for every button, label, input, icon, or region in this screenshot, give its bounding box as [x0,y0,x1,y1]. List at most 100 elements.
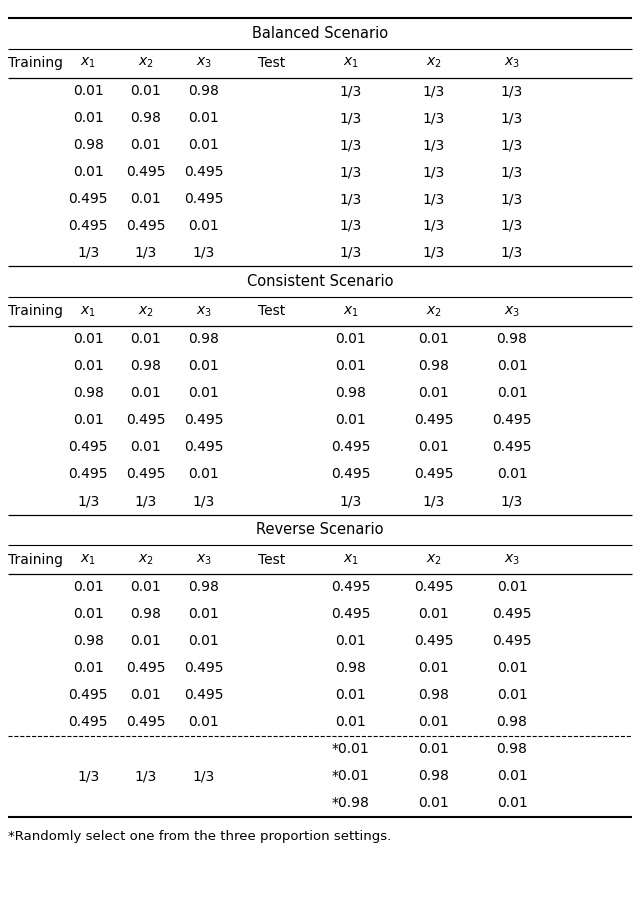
Text: 0.495: 0.495 [184,441,223,454]
Text: 0.495: 0.495 [184,688,223,702]
Text: Test: Test [259,553,285,567]
Text: $x_3$: $x_3$ [504,56,520,70]
Text: 0.98: 0.98 [419,359,449,373]
Text: 0.01: 0.01 [419,716,449,729]
Text: $x_3$: $x_3$ [504,552,520,567]
Text: 0.495: 0.495 [68,467,108,481]
Text: 0.01: 0.01 [335,634,366,648]
Text: 0.98: 0.98 [497,742,527,756]
Text: 0.01: 0.01 [73,662,104,675]
Text: 1/3: 1/3 [423,219,445,233]
Text: 0.01: 0.01 [497,359,527,373]
Text: 0.01: 0.01 [73,359,104,373]
Text: 0.98: 0.98 [73,634,104,648]
Text: 0.495: 0.495 [331,580,371,594]
Text: 0.01: 0.01 [497,467,527,481]
Text: 1/3: 1/3 [135,246,157,260]
Text: 0.98: 0.98 [188,84,219,98]
Text: 1/3: 1/3 [340,192,362,206]
Text: 0.98: 0.98 [419,770,449,783]
Text: 1/3: 1/3 [77,770,99,783]
Text: 1/3: 1/3 [423,246,445,260]
Text: 0.495: 0.495 [126,413,166,427]
Text: $x_3$: $x_3$ [196,552,211,567]
Text: 0.01: 0.01 [419,742,449,756]
Text: 1/3: 1/3 [193,494,214,508]
Text: 0.495: 0.495 [184,662,223,675]
Text: 0.01: 0.01 [131,192,161,206]
Text: Test: Test [259,57,285,70]
Text: 0.98: 0.98 [188,580,219,594]
Text: 1/3: 1/3 [501,494,523,508]
Text: $x_2$: $x_2$ [138,56,154,70]
Text: 1/3: 1/3 [340,165,362,179]
Text: 0.495: 0.495 [126,662,166,675]
Text: 1/3: 1/3 [501,219,523,233]
Text: 1/3: 1/3 [193,246,214,260]
Text: 1/3: 1/3 [135,494,157,508]
Text: Training: Training [8,553,63,567]
Text: $x_2$: $x_2$ [138,552,154,567]
Text: 0.495: 0.495 [126,219,166,233]
Text: 0.98: 0.98 [73,387,104,400]
Text: 0.98: 0.98 [131,359,161,373]
Text: 0.01: 0.01 [188,608,219,622]
Text: 0.495: 0.495 [492,441,532,454]
Text: 1/3: 1/3 [501,112,523,125]
Text: 0.495: 0.495 [184,192,223,206]
Text: 0.01: 0.01 [131,138,161,152]
Text: 0.01: 0.01 [73,413,104,427]
Text: 0.01: 0.01 [188,467,219,481]
Text: 1/3: 1/3 [423,112,445,125]
Text: 0.01: 0.01 [188,359,219,373]
Text: 0.01: 0.01 [131,84,161,98]
Text: 0.01: 0.01 [73,84,104,98]
Text: 0.01: 0.01 [497,580,527,594]
Text: 1/3: 1/3 [193,770,214,783]
Text: $x_1$: $x_1$ [81,552,96,567]
Text: 0.495: 0.495 [184,165,223,179]
Text: 0.495: 0.495 [331,441,371,454]
Text: 0.01: 0.01 [131,580,161,594]
Text: 0.98: 0.98 [131,112,161,125]
Text: 0.01: 0.01 [188,138,219,152]
Text: 1/3: 1/3 [340,138,362,152]
Text: Balanced Scenario: Balanced Scenario [252,27,388,41]
Text: 0.495: 0.495 [492,634,532,648]
Text: 1/3: 1/3 [77,494,99,508]
Text: $x_1$: $x_1$ [343,552,358,567]
Text: 0.495: 0.495 [126,165,166,179]
Text: 0.495: 0.495 [414,413,454,427]
Text: 0.01: 0.01 [497,688,527,702]
Text: $x_2$: $x_2$ [138,304,154,319]
Text: 0.01: 0.01 [419,662,449,675]
Text: 0.495: 0.495 [68,441,108,454]
Text: 0.495: 0.495 [68,688,108,702]
Text: 0.01: 0.01 [131,333,161,346]
Text: 0.98: 0.98 [497,716,527,729]
Text: 1/3: 1/3 [423,84,445,98]
Text: $x_2$: $x_2$ [426,304,442,319]
Text: 0.01: 0.01 [188,112,219,125]
Text: 1/3: 1/3 [77,246,99,260]
Text: 0.01: 0.01 [73,165,104,179]
Text: 0.01: 0.01 [131,387,161,400]
Text: 0.495: 0.495 [414,634,454,648]
Text: 0.01: 0.01 [419,333,449,346]
Text: 0.01: 0.01 [335,413,366,427]
Text: 0.495: 0.495 [492,413,532,427]
Text: 0.495: 0.495 [331,608,371,622]
Text: 1/3: 1/3 [501,165,523,179]
Text: Consistent Scenario: Consistent Scenario [247,274,393,289]
Text: 0.495: 0.495 [126,716,166,729]
Text: 0.495: 0.495 [414,580,454,594]
Text: 0.01: 0.01 [335,333,366,346]
Text: 0.01: 0.01 [131,688,161,702]
Text: 0.01: 0.01 [73,608,104,622]
Text: *Randomly select one from the three proportion settings.: *Randomly select one from the three prop… [8,830,391,844]
Text: 1/3: 1/3 [423,138,445,152]
Text: 0.01: 0.01 [188,387,219,400]
Text: *0.98: *0.98 [332,796,370,810]
Text: 0.01: 0.01 [419,387,449,400]
Text: $x_3$: $x_3$ [504,304,520,319]
